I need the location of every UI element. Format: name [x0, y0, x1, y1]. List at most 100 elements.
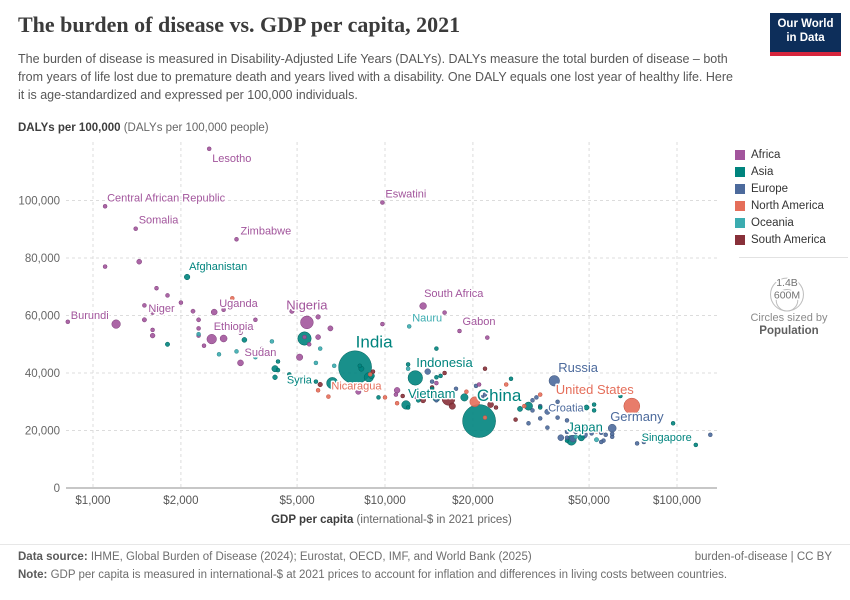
- data-point-namibia[interactable]: [380, 321, 385, 327]
- data-point-djibouti[interactable]: [306, 342, 312, 347]
- data-point-mauritius[interactable]: [476, 382, 482, 387]
- data-point-micronesia[interactable]: [253, 354, 258, 360]
- data-point-ireland[interactable]: [678, 436, 683, 442]
- legend-item-europe[interactable]: Europe: [735, 180, 847, 197]
- data-point-democratic-republic-of-congo[interactable]: [111, 319, 121, 329]
- data-point-laos[interactable]: [357, 363, 363, 369]
- data-point-cameroon[interactable]: [289, 308, 295, 314]
- data-point-burkina-faso[interactable]: [196, 317, 201, 323]
- data-point-niger[interactable]: [141, 317, 147, 323]
- legend-item-africa[interactable]: Africa: [735, 146, 847, 163]
- data-point-north-korea[interactable]: [165, 341, 170, 347]
- data-point-united-states[interactable]: [623, 397, 641, 415]
- data-point-azerbaijan[interactable]: [434, 375, 439, 380]
- data-point-serbia[interactable]: [482, 392, 488, 397]
- data-point-malaysia[interactable]: [517, 406, 523, 412]
- data-point-uruguay[interactable]: [493, 405, 499, 410]
- data-point-nicaragua[interactable]: [326, 394, 331, 399]
- data-point-denmark[interactable]: [609, 431, 615, 437]
- data-point-equatorial-guinea[interactable]: [485, 335, 490, 340]
- data-point-cuba[interactable]: [394, 400, 400, 406]
- data-point-vanuatu[interactable]: [234, 349, 239, 354]
- data-point-belize[interactable]: [367, 372, 373, 377]
- data-point-madagascar[interactable]: [149, 332, 156, 339]
- data-point-spain[interactable]: [557, 434, 565, 441]
- data-point-timor-leste[interactable]: [275, 367, 281, 373]
- data-point-jordan[interactable]: [376, 395, 381, 400]
- data-point-burundi[interactable]: [65, 319, 71, 325]
- legend-item-oceania[interactable]: Oceania: [735, 214, 847, 231]
- data-point-albania[interactable]: [434, 398, 439, 403]
- data-point-chile[interactable]: [513, 417, 518, 422]
- data-point-belgium[interactable]: [598, 430, 604, 436]
- legend-item-north-america[interactable]: North America: [735, 197, 847, 214]
- data-point-qatar[interactable]: [670, 421, 676, 426]
- data-point-zambia[interactable]: [253, 317, 258, 323]
- data-point-georgia[interactable]: [438, 373, 443, 379]
- data-point-greece[interactable]: [526, 421, 531, 426]
- data-point-tanzania[interactable]: [219, 334, 228, 343]
- data-point-ukraine[interactable]: [424, 368, 431, 375]
- data-point-nauru[interactable]: [406, 324, 412, 329]
- data-point-armenia[interactable]: [429, 386, 435, 392]
- data-point-bosnia-and-herzegovina[interactable]: [442, 393, 447, 399]
- data-point-angola[interactable]: [327, 325, 334, 332]
- data-point-bolivia[interactable]: [370, 369, 376, 374]
- data-point-iceland[interactable]: [598, 439, 604, 445]
- data-point-china[interactable]: [462, 404, 496, 438]
- data-point-solomon-islands[interactable]: [216, 352, 222, 357]
- data-point-egypt[interactable]: [412, 389, 423, 400]
- data-point-mexico[interactable]: [469, 396, 481, 408]
- data-point-kazakhstan[interactable]: [508, 376, 514, 382]
- data-point-congo[interactable]: [245, 323, 251, 328]
- data-point-bulgaria[interactable]: [498, 389, 504, 394]
- data-point-poland[interactable]: [544, 408, 551, 415]
- data-point-mauritania[interactable]: [302, 334, 307, 340]
- data-point-trinidad-and-tobago[interactable]: [503, 382, 509, 387]
- data-point-russia[interactable]: [548, 375, 560, 387]
- data-point-kuwait[interactable]: [591, 408, 597, 413]
- data-point-uganda[interactable]: [210, 308, 218, 316]
- data-point-romania[interactable]: [530, 398, 535, 403]
- data-point-mongolia[interactable]: [405, 362, 411, 367]
- data-point-finland[interactable]: [589, 431, 594, 436]
- data-point-guinea-bissau[interactable]: [178, 300, 184, 305]
- data-point-lithuania[interactable]: [555, 399, 560, 405]
- legend-item-asia[interactable]: Asia: [735, 163, 847, 180]
- data-point-ethiopia[interactable]: [206, 334, 217, 345]
- data-point-haiti[interactable]: [230, 296, 235, 301]
- data-point-comoros[interactable]: [238, 330, 243, 336]
- data-point-colombia[interactable]: [448, 402, 456, 410]
- data-point-canada[interactable]: [593, 427, 600, 434]
- data-point-singapore[interactable]: [693, 442, 699, 448]
- data-point-sri-lanka[interactable]: [415, 397, 421, 403]
- data-point-montenegro[interactable]: [479, 395, 485, 400]
- data-point-panama[interactable]: [522, 403, 527, 409]
- footer-permalink[interactable]: burden-of-disease | CC BY: [694, 551, 832, 563]
- data-point-norway[interactable]: [641, 439, 647, 445]
- data-point-new-zealand[interactable]: [573, 434, 578, 440]
- data-point-kyrgyzstan[interactable]: [302, 377, 307, 383]
- data-point-el-salvador[interactable]: [376, 386, 381, 392]
- data-point-guinea[interactable]: [221, 307, 226, 313]
- legend-item-south-america[interactable]: South America: [735, 231, 847, 248]
- data-point-south-korea[interactable]: [577, 434, 585, 442]
- data-point-saudi-arabia[interactable]: [583, 404, 590, 411]
- data-point-suriname[interactable]: [442, 370, 447, 376]
- data-point-south-sudan[interactable]: [102, 264, 108, 269]
- data-point-united-arab-emirates[interactable]: [636, 412, 642, 417]
- data-point-croatia[interactable]: [537, 416, 543, 421]
- owid-logo[interactable]: Our World in Data: [770, 13, 841, 56]
- data-point-yemen[interactable]: [241, 337, 248, 343]
- data-point-morocco[interactable]: [355, 388, 362, 395]
- data-point-mali[interactable]: [190, 308, 196, 314]
- data-point-papua-new-guinea[interactable]: [269, 339, 275, 344]
- data-point-kiribati[interactable]: [196, 331, 201, 337]
- data-point-fiji[interactable]: [405, 366, 411, 371]
- data-point-australia[interactable]: [594, 437, 599, 443]
- data-point-oman[interactable]: [537, 405, 543, 410]
- data-point-ecuador[interactable]: [400, 393, 405, 399]
- data-point-gabon[interactable]: [457, 328, 462, 334]
- data-point-samoa[interactable]: [313, 360, 319, 366]
- data-point-india[interactable]: [338, 350, 372, 385]
